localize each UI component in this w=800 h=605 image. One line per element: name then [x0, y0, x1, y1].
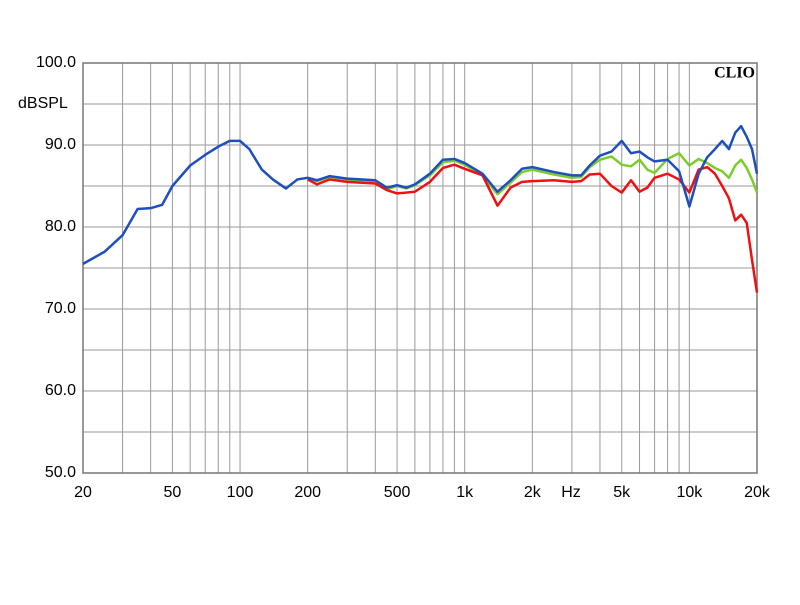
x-tick-label: 20 — [74, 484, 92, 501]
x-tick-label: 500 — [384, 484, 411, 501]
x-tick-label: 10k — [676, 484, 703, 501]
series-line — [307, 163, 759, 293]
y-tick-label: 60.0 — [45, 382, 76, 399]
x-tick-label: 100 — [227, 484, 254, 501]
x-tick-label: 5k — [613, 484, 631, 501]
y-tick-label: 100.0 — [36, 54, 76, 71]
y-tick-label: 80.0 — [45, 218, 76, 235]
x-axis-label: Hz — [561, 484, 581, 501]
x-tick-label: 2k — [524, 484, 542, 501]
y-tick-label: 50.0 — [45, 464, 76, 481]
y-tick-label: 70.0 — [45, 300, 76, 317]
annotation: CLIO — [714, 65, 755, 82]
x-tick-label: 200 — [294, 484, 321, 501]
x-tick-label: 50 — [164, 484, 182, 501]
y-axis-label: dBSPL — [18, 95, 68, 112]
x-tick-label: 20k — [744, 484, 771, 501]
y-tick-label: 90.0 — [45, 136, 76, 153]
series-line — [82, 124, 759, 265]
plot-border — [82, 62, 758, 474]
x-tick-label: 1k — [456, 484, 474, 501]
